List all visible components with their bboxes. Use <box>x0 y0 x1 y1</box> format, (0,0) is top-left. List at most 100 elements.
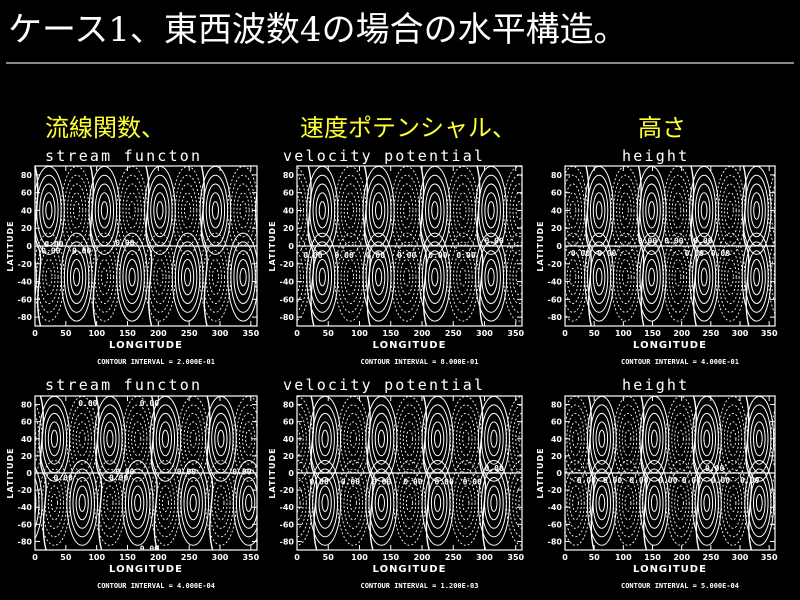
contour-ring <box>484 192 498 229</box>
contour-ring <box>66 396 98 482</box>
y-tick-label: 40 <box>551 435 563 444</box>
contour-ring <box>512 259 522 296</box>
y-tick-label: -60 <box>280 520 295 529</box>
x-tick-label: 100 <box>351 553 368 562</box>
contour-ring <box>586 460 617 546</box>
contour-ring <box>509 468 522 538</box>
contour-ring <box>636 232 667 322</box>
contour-ring <box>668 183 688 238</box>
contour-ring <box>315 259 329 296</box>
contour-ring <box>584 166 614 255</box>
contour-ring <box>724 192 737 229</box>
contour-ring <box>456 192 470 229</box>
contour-ring <box>208 404 234 474</box>
contour-ring <box>650 493 658 512</box>
contour-ring <box>729 493 737 512</box>
contour-ring <box>400 192 414 229</box>
contour-ring <box>481 468 507 538</box>
contour-ring <box>622 267 629 287</box>
contour-ring <box>645 259 658 296</box>
x-tick-label: 300 <box>732 329 749 338</box>
contour-ring <box>509 183 522 238</box>
contour-ring <box>227 166 257 255</box>
contour-ring <box>459 201 467 220</box>
contour-ring <box>569 421 582 457</box>
contour-ring <box>674 485 687 521</box>
contour-plot-height-bottom: 0.00 0.00 0.00 0.00 0.00 0.00 0.00 0.00 0 50 100 15… <box>536 395 794 590</box>
contour-ring <box>153 192 167 229</box>
contour-ring <box>181 192 195 229</box>
contour-ring <box>724 259 737 296</box>
contour-ring <box>297 251 304 303</box>
contour-ring <box>434 429 442 448</box>
contour-ring <box>402 421 417 457</box>
contour-ring <box>128 477 148 529</box>
contour-field: 0.00 0.00 0.00 0.00 0.00 0.00 0.00 <box>297 166 522 326</box>
contour-ring <box>434 493 442 512</box>
x-tick-label: 250 <box>181 329 198 338</box>
y-tick-label: 0 <box>26 469 32 478</box>
contour-ring <box>217 493 225 512</box>
contour-ring <box>45 201 53 220</box>
x-tick-label: 150 <box>644 553 661 562</box>
y-tick-label: -40 <box>280 278 295 287</box>
zero-label: 0.00 <box>597 249 616 258</box>
contour-ring <box>703 493 711 512</box>
contour-ring <box>119 241 145 313</box>
contour-ring <box>677 429 684 448</box>
x-tick-label: 350 <box>242 329 259 338</box>
contour-ring <box>66 183 87 238</box>
contour-ring <box>158 421 172 457</box>
x-tick-label: 200 <box>673 329 690 338</box>
contour-ring <box>205 250 226 304</box>
x-tick-label: 300 <box>212 329 229 338</box>
contour-ring <box>750 412 769 465</box>
contour-ring <box>428 192 442 229</box>
contour-ring <box>747 404 772 474</box>
contour-ring <box>242 485 256 521</box>
zero-label: 0.00 <box>693 237 712 246</box>
contour-ring <box>744 174 769 247</box>
contour-ring <box>125 259 139 296</box>
heading-velocity-potential: 速度ポテンシャル、 <box>300 114 516 142</box>
contour-ring <box>697 192 711 229</box>
x-tick-label: 250 <box>702 553 719 562</box>
contour-ring <box>0 175 6 245</box>
heading-stream-function: 流線関数、 <box>45 114 165 142</box>
contour-ring <box>239 201 247 220</box>
contour-ring <box>741 232 772 322</box>
x-tick-label: 50 <box>323 329 335 338</box>
contour-ring <box>753 421 766 457</box>
y-tick-label: -40 <box>548 278 563 287</box>
x-tick-label: 100 <box>88 329 105 338</box>
contour-ring <box>63 241 90 313</box>
zero-label: 0.00 <box>140 544 159 553</box>
y-tick-label: -60 <box>548 295 563 304</box>
contour-ring <box>217 429 225 448</box>
contour-ring <box>773 263 775 291</box>
contour-ring <box>456 259 470 296</box>
zero-label: 0.00 <box>485 464 504 473</box>
contour-ring <box>41 404 68 474</box>
contour-ring <box>171 232 204 322</box>
contour-ring <box>66 250 87 305</box>
contour-ring <box>727 201 734 220</box>
contour-ring <box>208 259 222 296</box>
contour-ring <box>318 267 326 287</box>
y-tick-label: -80 <box>548 537 563 546</box>
contour-ring <box>343 412 364 465</box>
zero-label: 0.00 <box>463 478 482 487</box>
contour-ring <box>572 493 579 512</box>
x-tick-label: 50 <box>589 329 601 338</box>
contour-ring <box>613 396 643 482</box>
contour-ring <box>744 396 775 482</box>
contour-ring <box>456 412 476 465</box>
contour-ring <box>459 421 473 457</box>
y-tick-label: 20 <box>551 224 563 233</box>
zero-label: 0.00 <box>310 478 329 487</box>
contour-ring <box>91 174 118 247</box>
y-tick-label: 60 <box>551 418 563 427</box>
contour-ring <box>365 396 398 482</box>
contour-ring <box>777 413 794 464</box>
zero-contour-line <box>796 166 800 326</box>
